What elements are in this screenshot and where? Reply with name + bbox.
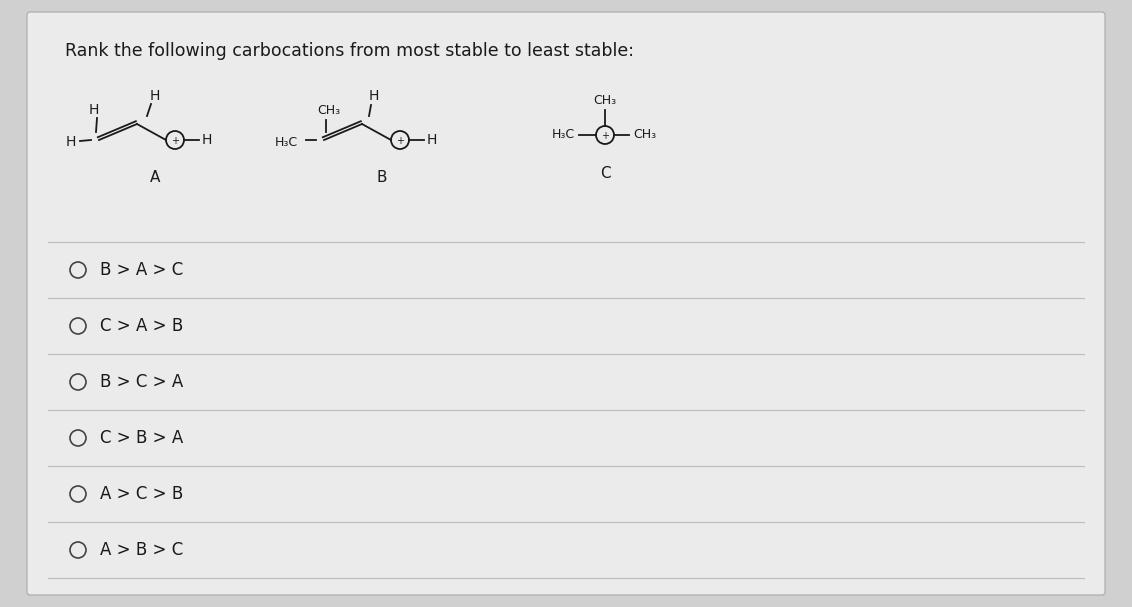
Text: H: H: [66, 135, 76, 149]
Text: +: +: [171, 136, 179, 146]
Text: +: +: [601, 131, 609, 141]
FancyBboxPatch shape: [27, 12, 1105, 595]
Text: B > A > C: B > A > C: [100, 261, 183, 279]
Text: H₃C: H₃C: [551, 129, 575, 141]
Text: CH₃: CH₃: [593, 93, 617, 106]
Text: C > B > A: C > B > A: [100, 429, 183, 447]
Text: H₃C: H₃C: [274, 135, 298, 149]
Text: H: H: [201, 133, 212, 147]
Text: A > B > C: A > B > C: [100, 541, 183, 559]
Text: B > C > A: B > C > A: [100, 373, 183, 391]
Text: C > A > B: C > A > B: [100, 317, 183, 335]
Text: Rank the following carbocations from most stable to least stable:: Rank the following carbocations from mos…: [65, 42, 634, 60]
Text: H: H: [149, 89, 161, 103]
Text: H: H: [427, 133, 437, 147]
Text: C: C: [600, 166, 610, 180]
Text: H: H: [88, 103, 100, 117]
Text: CH₃: CH₃: [634, 129, 657, 141]
Text: A > C > B: A > C > B: [100, 485, 183, 503]
Text: A: A: [149, 171, 161, 186]
Text: B: B: [377, 171, 387, 186]
Text: CH₃: CH₃: [317, 104, 341, 117]
Text: H: H: [369, 89, 379, 103]
Text: +: +: [396, 136, 404, 146]
